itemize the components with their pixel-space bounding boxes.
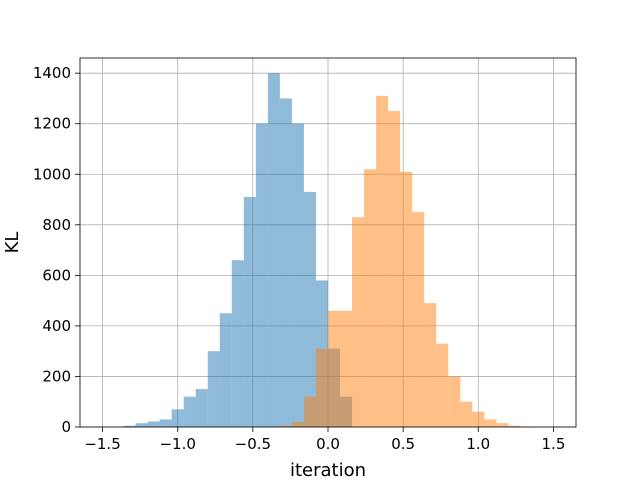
series-2-bar [448, 376, 461, 427]
series-2-bar [291, 421, 304, 427]
series-1-bar [255, 123, 268, 427]
y-tick-label: 1200 [33, 115, 71, 133]
series-1-bar [231, 260, 244, 427]
series-1-bar [195, 389, 208, 427]
y-tick-label: 400 [42, 317, 71, 335]
x-tick-label: −1.0 [159, 435, 195, 453]
series-2-bar [424, 303, 437, 427]
x-tick-label: 1.5 [542, 435, 566, 453]
series-1-bar [207, 351, 220, 427]
series-1-bar [303, 191, 316, 427]
series-2-bar [460, 401, 473, 427]
x-tick-label: −0.5 [235, 435, 271, 453]
series-1-bar [243, 197, 256, 427]
series-2-bar [484, 419, 497, 427]
y-tick-label: 1000 [33, 165, 71, 183]
y-tick-label: 200 [42, 367, 71, 385]
series-1-bar [183, 396, 196, 427]
x-tick-label: 0.5 [391, 435, 415, 453]
series-1-bar [147, 421, 160, 427]
series-2-bar [279, 425, 292, 427]
series-2-bar [376, 95, 389, 428]
series-1-bar [279, 98, 292, 427]
series-2-bar [315, 348, 328, 427]
series-1-bar [135, 423, 148, 427]
series-1-bar [123, 425, 136, 427]
y-tick-label: 600 [42, 266, 71, 284]
series-2-bar [436, 343, 449, 427]
series-2-bar [472, 411, 485, 427]
series-2-bar [303, 396, 316, 427]
series-1-bar [171, 409, 184, 427]
series-2-bar [508, 425, 521, 427]
series-2-bar [328, 310, 341, 427]
x-axis-label: iteration [290, 460, 366, 480]
y-axis-label: KL [2, 232, 23, 254]
series-2-bar [352, 217, 365, 427]
series-2-bar [388, 111, 401, 427]
series-2-bar [496, 423, 509, 427]
x-tick-label: 1.0 [466, 435, 490, 453]
series-2-bar [364, 169, 377, 427]
x-tick-label: 0.0 [316, 435, 340, 453]
series-2-bar [412, 212, 425, 427]
y-tick-label: 1400 [33, 64, 71, 82]
histogram-bars [123, 73, 533, 428]
series-2-bars [279, 95, 533, 428]
series-1-bar [291, 123, 304, 427]
x-axis-ticks: −1.5 −1.0 −0.5 0.0 0.5 1.0 1.5 [84, 427, 565, 453]
y-axis-ticks: 0 200 400 600 800 1000 1200 1400 [33, 64, 80, 436]
y-tick-label: 800 [42, 216, 71, 234]
x-tick-label: −1.5 [84, 435, 120, 453]
series-1-bar [219, 313, 232, 427]
series-1-bar [159, 419, 172, 427]
y-tick-label: 0 [61, 418, 71, 436]
series-1-bar [267, 73, 280, 428]
series-2-bar [340, 310, 353, 427]
series-2-bar [400, 171, 413, 427]
